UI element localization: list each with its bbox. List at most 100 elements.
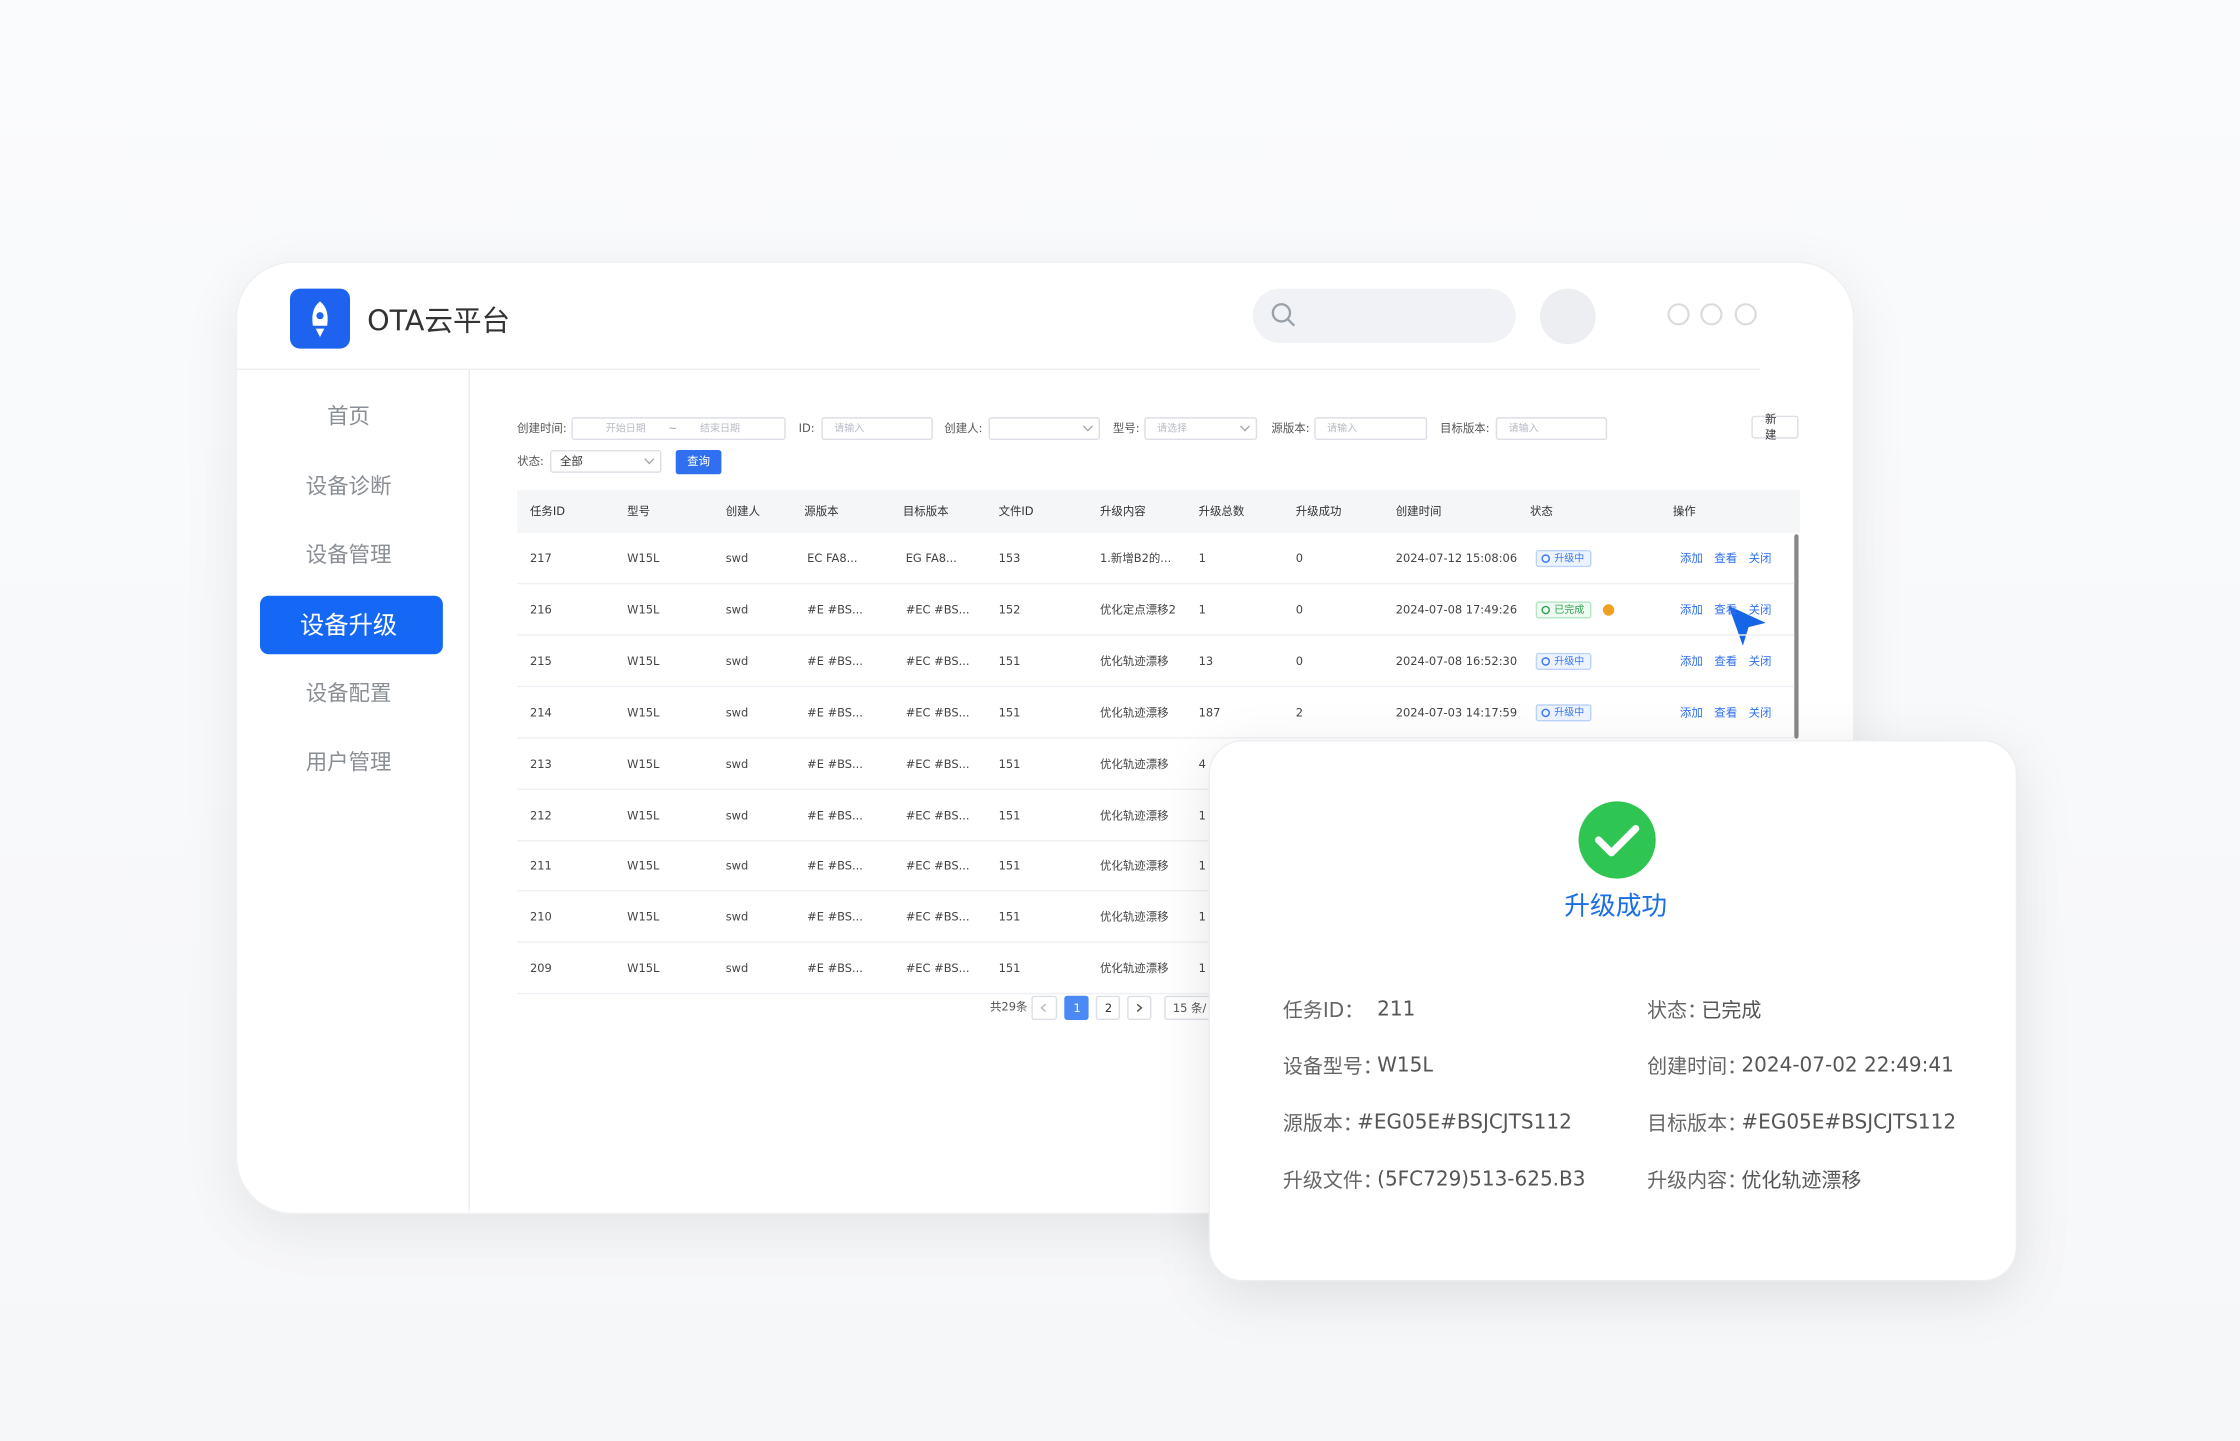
table-cell: 214 <box>529 705 552 719</box>
filter-input[interactable]: 请输入 <box>1495 417 1608 440</box>
table-cell: 151 <box>998 808 1021 822</box>
table-header: 型号 <box>627 504 650 518</box>
table-cell: #EC #BS... <box>905 911 970 924</box>
table-cell: W15L <box>627 859 660 873</box>
select-value: 全部 <box>559 454 583 468</box>
nav-item[interactable]: 用户管理 <box>305 749 392 775</box>
action-link[interactable]: 查看 <box>1714 603 1738 617</box>
field-label: 状态： <box>1647 999 1708 1023</box>
table-header: 状态 <box>1529 504 1553 518</box>
action-link[interactable]: 关闭 <box>1748 603 1772 617</box>
table-cell: #EC #BS... <box>905 705 970 719</box>
nav-active-bg[interactable] <box>259 595 443 655</box>
table-cell: 2024-07-12 15:08:06 <box>1395 552 1518 565</box>
window-dots <box>1667 303 1757 326</box>
create-button[interactable]: 新 建 <box>1751 413 1799 441</box>
table-cell: 2 <box>1295 705 1303 719</box>
table-cell: 215 <box>529 654 552 668</box>
field-label: 源版本： <box>1282 1112 1363 1136</box>
row-divider <box>517 685 1795 687</box>
field-label: 目标版本： <box>1647 1112 1748 1136</box>
action-link[interactable]: 添加 <box>1679 603 1703 617</box>
modal-title: 升级成功 <box>1564 891 1668 922</box>
nav-item[interactable]: 设备诊断 <box>305 473 392 500</box>
table-cell: 1.新增B2的... <box>1099 552 1172 565</box>
action-link[interactable]: 查看 <box>1714 654 1738 668</box>
table-cell: 1 <box>1198 808 1206 822</box>
filter-label: 创建时间: <box>517 422 567 435</box>
query-button[interactable]: 查询 <box>675 449 722 475</box>
table-header: 文件ID <box>998 504 1034 518</box>
table-cell: 优化轨迹漂移 <box>1099 705 1169 719</box>
table-header: 创建时间 <box>1395 504 1442 518</box>
page-button[interactable]: 2 <box>1095 995 1120 1020</box>
table-cell: 187 <box>1198 705 1221 719</box>
field-label: 设备型号： <box>1282 1055 1383 1079</box>
table-cell: swd <box>725 654 749 668</box>
table-cell: 0 <box>1295 603 1303 617</box>
table-cell: 优化轨迹漂移 <box>1099 859 1169 873</box>
next-page[interactable] <box>1127 995 1152 1020</box>
placeholder: 请输入 <box>834 422 865 435</box>
status-icon <box>1541 708 1550 717</box>
table-cell: 151 <box>998 911 1021 924</box>
page-number: 1 <box>1073 1002 1081 1015</box>
field-label: 升级文件： <box>1282 1169 1383 1193</box>
table-cell: swd <box>725 962 749 976</box>
table-cell: #EC #BS... <box>905 654 970 668</box>
action-link[interactable]: 添加 <box>1679 552 1703 565</box>
table-cell: 213 <box>529 757 552 771</box>
status-tag: 升级中 <box>1535 652 1592 670</box>
prev-page[interactable] <box>1031 995 1058 1020</box>
table-cell: 152 <box>998 603 1021 617</box>
query-label: 查询 <box>687 454 710 468</box>
filter-input[interactable] <box>988 417 1100 440</box>
filter-input[interactable]: 全部 <box>549 449 662 473</box>
action-link[interactable]: 添加 <box>1679 654 1703 668</box>
field-value: 211 <box>1377 998 1416 1022</box>
filter-input[interactable]: 开始日期 结束日期 ~ <box>571 417 786 440</box>
info-dot <box>1602 604 1615 616</box>
nav-item[interactable]: 设备升级 <box>299 612 398 641</box>
action-link[interactable]: 关闭 <box>1748 552 1772 565</box>
action-link[interactable]: 添加 <box>1679 705 1703 719</box>
logo <box>289 288 350 349</box>
filter-label: ID: <box>798 422 815 435</box>
table-cell: 151 <box>998 962 1021 976</box>
filter-input[interactable]: 请输入 <box>821 417 933 440</box>
filter-input[interactable]: 请输入 <box>1314 417 1428 440</box>
table-cell: 210 <box>529 911 552 924</box>
filter-input[interactable]: 请选择 <box>1144 417 1258 440</box>
table-cell: swd <box>725 808 749 822</box>
status-text: 已完成 <box>1554 604 1585 616</box>
nav-item[interactable]: 设备管理 <box>305 542 392 568</box>
table-cell: #E #BS... <box>807 859 863 873</box>
action-link[interactable]: 关闭 <box>1748 654 1772 668</box>
avatar[interactable] <box>1539 288 1596 345</box>
action-link[interactable]: 关闭 <box>1748 705 1772 719</box>
table-cell: W15L <box>627 552 660 565</box>
table-cell: 优化轨迹漂移 <box>1099 911 1169 924</box>
table-cell: 2024-07-08 16:52:30 <box>1395 654 1518 668</box>
separator: ~ <box>668 422 678 435</box>
field-value: (5FC729)513-625.B3 <box>1377 1168 1586 1192</box>
field-value: #EG05E#BSJCJTS112 <box>1357 1111 1572 1135</box>
nav-item[interactable]: 设备配置 <box>305 680 392 707</box>
filter-label: 状态: <box>517 454 544 468</box>
action-link[interactable]: 查看 <box>1714 552 1738 565</box>
status-text: 升级中 <box>1554 706 1585 719</box>
app-title: OTA云平台 <box>367 303 511 338</box>
search-icon <box>1271 303 1296 327</box>
table-cell: W15L <box>627 911 660 924</box>
table-cell: 1 <box>1198 603 1206 617</box>
status-icon <box>1541 605 1550 615</box>
table-cell: 217 <box>529 552 552 565</box>
table-cell: W15L <box>627 962 660 976</box>
search-box[interactable] <box>1252 288 1516 343</box>
pagination-total: 共29条 <box>989 1000 1028 1014</box>
nav-item[interactable]: 首页 <box>327 403 371 430</box>
page-button[interactable]: 1 <box>1064 995 1089 1020</box>
action-link[interactable]: 查看 <box>1714 705 1738 719</box>
table-header: 目标版本 <box>902 504 949 518</box>
